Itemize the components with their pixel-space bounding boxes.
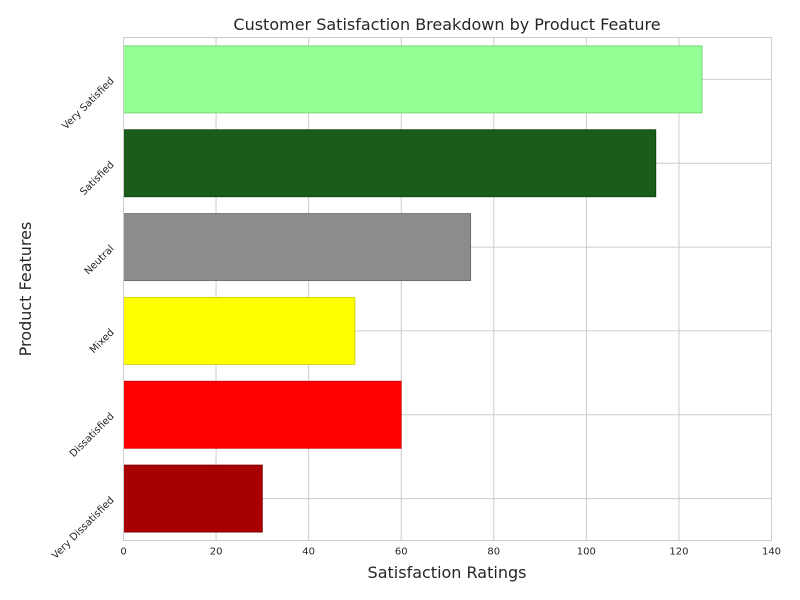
x-tick-label: 140 xyxy=(762,547,781,558)
x-tick-label: 60 xyxy=(395,547,408,558)
bar-mixed xyxy=(123,296,356,365)
y-tick-label: Very Dissatisfied xyxy=(50,495,117,562)
bar-very-dissatisfied xyxy=(123,464,263,533)
x-tick-label: 100 xyxy=(577,547,596,558)
y-tick-label: Neutral xyxy=(83,243,117,277)
y-tick-label: Mixed xyxy=(88,327,117,356)
y-tick-label: Dissatisfied xyxy=(68,411,117,460)
y-tick-label: Satisfied xyxy=(78,160,116,198)
chart-title: Customer Satisfaction Breakdown by Produ… xyxy=(233,15,660,34)
bar-dissatisfied xyxy=(123,380,402,449)
x-tick-label: 20 xyxy=(210,547,223,558)
bar-neutral xyxy=(123,213,472,282)
y-axis-label: Product Features xyxy=(16,222,35,357)
x-axis-label: Satisfaction Ratings xyxy=(368,563,527,582)
y-tick-label: Very Satisfied xyxy=(60,76,116,132)
bar-satisfied xyxy=(123,129,657,198)
x-tick-label: 40 xyxy=(302,547,315,558)
x-tick-label: 120 xyxy=(669,547,688,558)
bar-very-satisfied xyxy=(123,45,703,114)
plot-frame xyxy=(123,37,772,541)
bar-layer xyxy=(123,45,703,533)
x-tick-label: 0 xyxy=(120,547,126,558)
x-tick-label: 80 xyxy=(487,547,500,558)
